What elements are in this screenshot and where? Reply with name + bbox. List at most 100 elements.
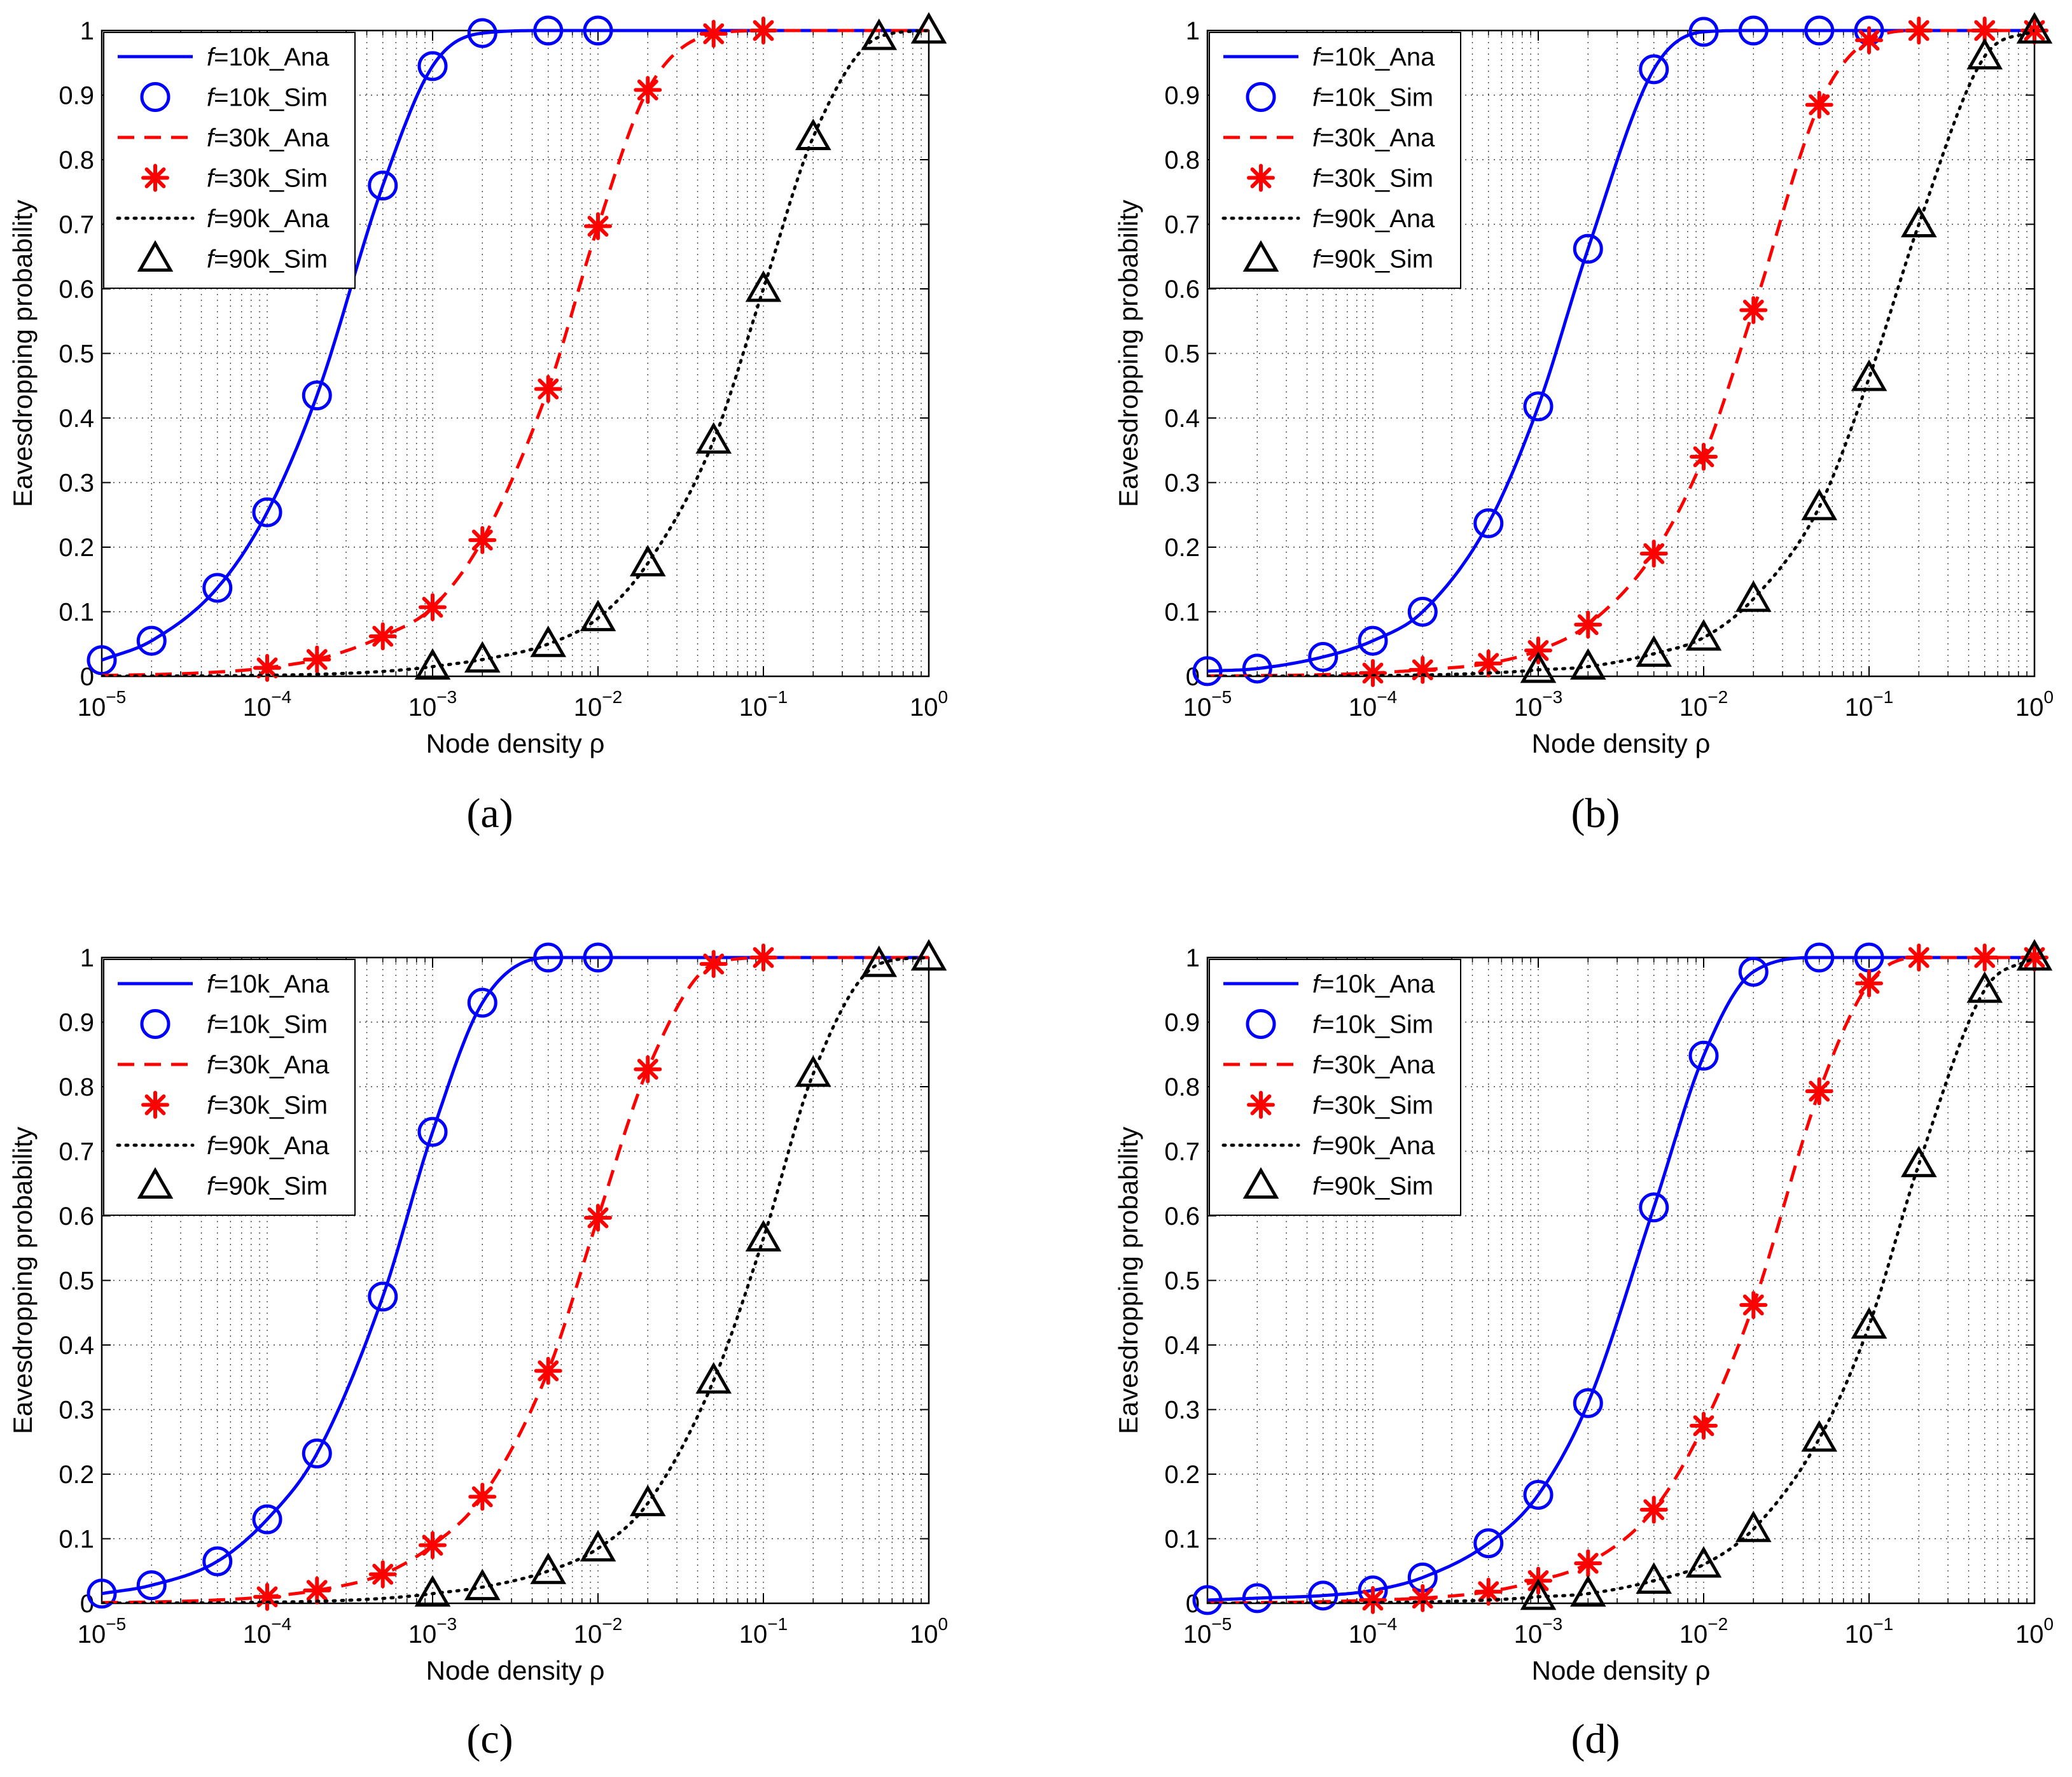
data-point-marker [533,15,564,46]
data-point-marker [1407,597,1438,627]
data-point-marker [530,1552,567,1584]
series-line [102,29,929,676]
x-tick-label: 10−1 [739,1614,788,1648]
data-point-marker [468,526,497,554]
legend-label: f=30k_Sim [1312,1092,1433,1120]
legend-label: f=10k_Sim [207,84,328,112]
legend-marker-swatch [1247,1091,1275,1119]
y-tick-label: 0.9 [1164,82,1200,110]
legend: f=10k_Ana f=10k_Sim f=30k_Ana f=30k_Sim f=90… [103,959,356,1216]
legend-label: f=30k_Sim [1312,165,1433,193]
y-tick-label: 1 [1186,944,1200,972]
data-point-marker [136,1570,167,1601]
data-point-marker [534,1356,562,1385]
data-point-marker [1474,1577,1503,1606]
data-point-marker [252,497,282,527]
data-point-marker [419,1531,447,1559]
y-tick-label: 0 [80,1590,94,1618]
x-axis-label: Node density ρ [426,1655,605,1685]
x-axis-label: Node density ρ [1532,1655,1711,1685]
data-point-marker [1473,508,1504,538]
y-tick-label: 0.7 [1164,1138,1200,1166]
data-point-marker [1358,625,1388,656]
y-tick-label: 0.3 [1164,470,1200,498]
data-point-marker [2016,11,2053,44]
data-point-marker [861,18,898,50]
data-point-marker [1408,1584,1437,1612]
x-tick-label: 10−4 [1349,1614,1397,1648]
data-point-marker [1574,610,1603,639]
data-point-marker [87,1578,117,1609]
data-point-marker [1804,15,1835,46]
legend-label: f=30k_Ana [207,124,330,152]
data-point-marker [1801,1420,1838,1452]
data-point-marker [2020,944,2048,972]
data-point-marker [1855,26,1883,55]
data-point-marker [1523,1479,1554,1510]
y-axis-label: Eavesdropping probability [1113,1127,1143,1434]
data-point-marker [695,422,732,454]
data-point-marker [253,1582,281,1611]
legend-marker-swatch [141,164,169,192]
series-f-90k [102,938,947,1607]
data-point-marker [368,171,398,201]
y-tick-label: 0.1 [1164,599,1200,627]
y-tick-label: 0.6 [59,275,94,303]
data-point-marker [580,1530,616,1562]
x-tick-label: 10−4 [243,1614,291,1648]
y-tick-label: 0 [1186,663,1200,691]
data-point-marker [1573,233,1603,264]
x-tick-label: 10−1 [1845,1614,1893,1648]
series-f-30k [1207,944,2048,1614]
data-point-marker [303,1576,331,1605]
data-point-marker [1569,648,1606,680]
x-tick-label: 10−1 [1845,687,1893,721]
data-point-marker [1639,540,1668,568]
data-point-marker [583,15,613,46]
data-point-marker [534,375,562,403]
data-point-marker [1688,17,1719,47]
data-point-marker [699,950,728,979]
legend-marker-swatch [137,1167,174,1199]
y-axis-label: Eavesdropping probability [8,1127,38,1434]
x-tick-label: 100 [2015,687,2054,721]
legend-label: f=10k_Sim [1312,84,1433,112]
data-point-marker [1639,1192,1669,1223]
data-point-marker [749,17,777,45]
y-tick-label: 0.3 [59,470,94,498]
y-tick-label: 0.5 [1164,340,1200,368]
data-point-marker [253,653,281,682]
data-point-marker [580,599,616,632]
x-axis-label: Node density ρ [1532,728,1711,758]
series-f-10k [1192,942,2034,1615]
chart-panel-b: 0 0.1 0.2 0.3 0.4 0.5 0.6 0.7 0.8 0.9 1 10−5 10−4 10−… [1113,11,2054,837]
data-point-marker [1308,1580,1338,1611]
y-axis-label: Eavesdropping probability [1113,200,1143,507]
legend-label: f=30k_Ana [1312,1051,1435,1079]
legend-label: f=30k_Sim [207,1092,328,1120]
y-tick-label: 0.9 [59,1009,94,1037]
data-point-marker [695,1362,732,1394]
y-tick-label: 0.6 [1164,275,1200,303]
data-point-marker [136,625,167,656]
y-tick-label: 0.4 [1164,405,1200,433]
legend-label: f=10k_Ana [1312,43,1435,71]
series-line [102,956,929,1596]
series-line [1207,956,2034,1602]
data-point-marker [634,76,662,104]
x-tick-label: 10−2 [574,1614,622,1648]
data-point-marker [745,1220,782,1252]
data-point-marker [419,593,447,622]
data-point-marker [1900,206,1937,237]
data-point-marker [1639,54,1669,85]
y-tick-label: 0.2 [59,534,94,562]
data-point-marker [910,938,947,971]
x-tick-label: 10−2 [574,687,622,721]
y-tick-label: 0 [1186,1590,1200,1618]
data-point-marker [1851,359,1888,391]
data-point-marker [1242,653,1272,684]
data-point-marker [1474,649,1503,678]
legend-marker-swatch [140,1009,170,1039]
data-point-marker [1520,1578,1557,1610]
